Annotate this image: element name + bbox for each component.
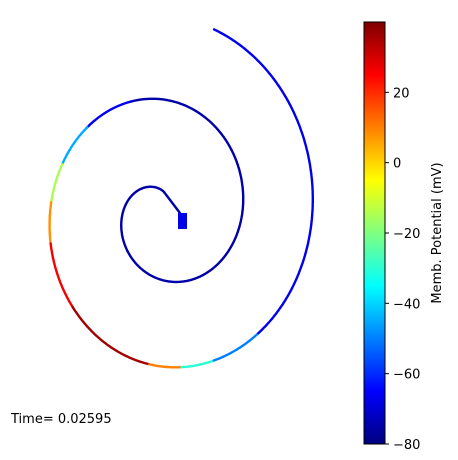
- colorbar-tick-label: −40: [393, 297, 420, 312]
- colorbar-ticks: −80 −60 −40 −20 0 20: [385, 86, 420, 453]
- colorbar-tick-label: 0: [393, 157, 401, 172]
- neuron-segment-3: [51, 164, 62, 202]
- colorbar-tick-label: −20: [393, 227, 420, 242]
- neuron-segment-4: [50, 202, 52, 243]
- soma-marker: [178, 213, 187, 229]
- neuron-segment-9: [214, 333, 259, 360]
- colorbar-label: Memb. Potential (mV): [430, 162, 445, 303]
- neuron-segment-0: [121, 99, 243, 282]
- neuron-segment-5: [51, 244, 73, 307]
- time-annotation: Time= 0.02595: [10, 412, 112, 427]
- colorbar-tick-label: 20: [393, 86, 410, 101]
- neuron-segment-6: [73, 307, 150, 364]
- neuron-segment-8: [182, 361, 214, 368]
- neuron-spiral: [50, 29, 313, 367]
- neuron-segment-2: [62, 127, 87, 164]
- neuron-segment-7: [149, 364, 181, 367]
- colorbar-tick-label: −60: [393, 368, 420, 383]
- neuron-segment-10: [214, 29, 313, 333]
- colorbar: [364, 22, 385, 444]
- neuron-segment-1: [87, 102, 132, 128]
- colorbar-tick-label: −80: [393, 438, 420, 453]
